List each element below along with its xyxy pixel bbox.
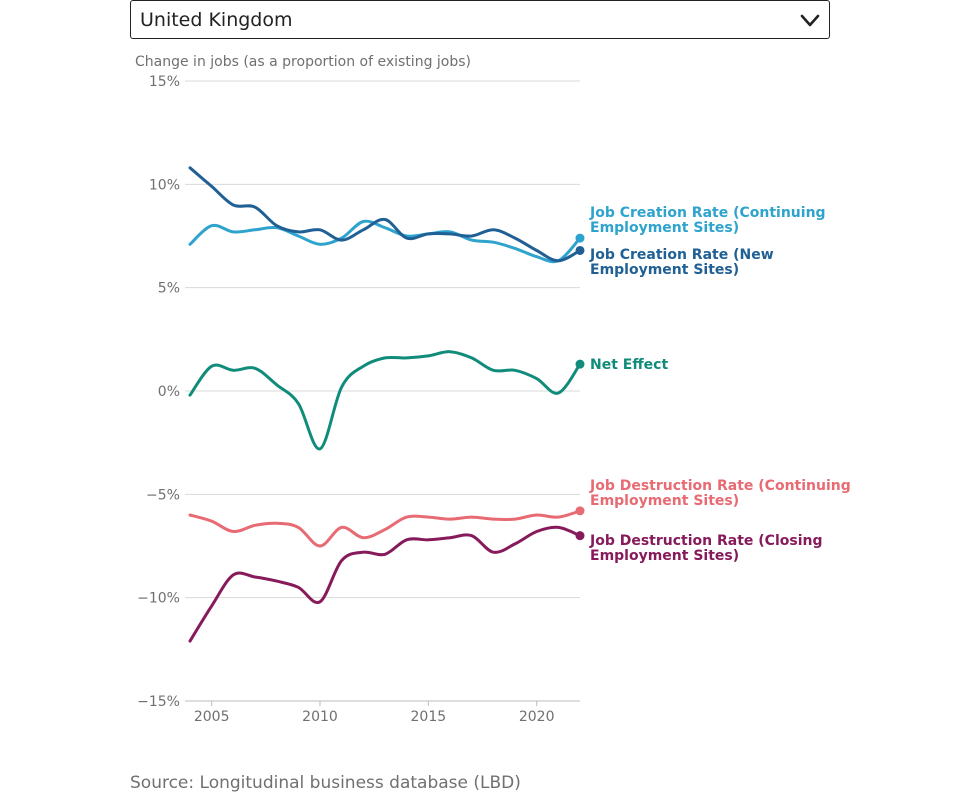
series-end-point-destruction-closing [575, 531, 585, 541]
series-label-creation-continuing: Job Creation Rate (Continuing Employment … [589, 205, 826, 236]
chart-subtitle: Change in jobs (as a proportion of exist… [135, 54, 471, 70]
series-label-line: Job Creation Rate (Continuing [589, 205, 826, 221]
series-end-point-net-effect [575, 359, 585, 369]
y-tick-label: −15% [137, 694, 180, 710]
series-label-line: Job Destruction Rate (Continuing [589, 478, 851, 494]
series-label-line: Job Destruction Rate (Closing [589, 533, 822, 549]
line-chart: Change in jobs (as a proportion of exist… [135, 54, 851, 725]
x-tick-label: 2015 [411, 709, 447, 725]
y-tick-label: 0% [158, 384, 180, 400]
series-label-line: Employment Sites) [590, 220, 739, 236]
x-tick-label: 2005 [194, 709, 230, 725]
series-label-line: Job Creation Rate (New [589, 247, 774, 263]
series-line-creation-new [188, 166, 582, 263]
x-tick-label: 2010 [302, 709, 338, 725]
grid-lines [185, 80, 580, 702]
series-line-creation-continuing [188, 219, 582, 264]
chevron-down-icon [800, 14, 820, 27]
series-end-labels: Job Creation Rate (Continuing Employment … [589, 205, 851, 564]
x-tick-label: 2020 [519, 709, 555, 725]
series-line-destruction-continuing [188, 509, 582, 548]
series-label-line: Employment Sites) [590, 548, 739, 564]
series-label-net-effect: Net Effect [590, 357, 668, 373]
series-end-point-destruction-continuing [575, 506, 585, 516]
country-select-value: United Kingdom [140, 9, 293, 31]
y-tick-label: −5% [146, 487, 180, 503]
series-label-line: Employment Sites) [590, 493, 739, 509]
source-note: Source: Longitudinal business database (… [130, 773, 521, 793]
series-line-net-effect [188, 350, 582, 451]
series-label-destruction-continuing: Job Destruction Rate (Continuing Employme… [589, 478, 851, 509]
series-lines [188, 166, 585, 643]
y-tick-label: 5% [158, 281, 180, 297]
y-axis-ticks: −15% −10% −5% 0% 5% 10% 15% [137, 74, 180, 710]
y-tick-label: 10% [149, 177, 180, 193]
series-label-line: Net Effect [590, 357, 668, 373]
series-label-destruction-closing: Job Destruction Rate (Closing Employment … [589, 533, 822, 564]
y-tick-label: −10% [137, 591, 180, 607]
series-label-creation-new: Job Creation Rate (New Employment Sites) [589, 247, 774, 278]
series-label-line: Employment Sites) [590, 262, 739, 278]
y-tick-label: 15% [149, 74, 180, 90]
series-end-point-creation-continuing [575, 233, 585, 243]
country-select[interactable]: United Kingdom [130, 0, 830, 39]
series-end-point-creation-new [575, 245, 585, 255]
x-axis-ticks: 2005 2010 2015 2020 [194, 701, 555, 725]
series-line-destruction-closing [188, 525, 582, 643]
